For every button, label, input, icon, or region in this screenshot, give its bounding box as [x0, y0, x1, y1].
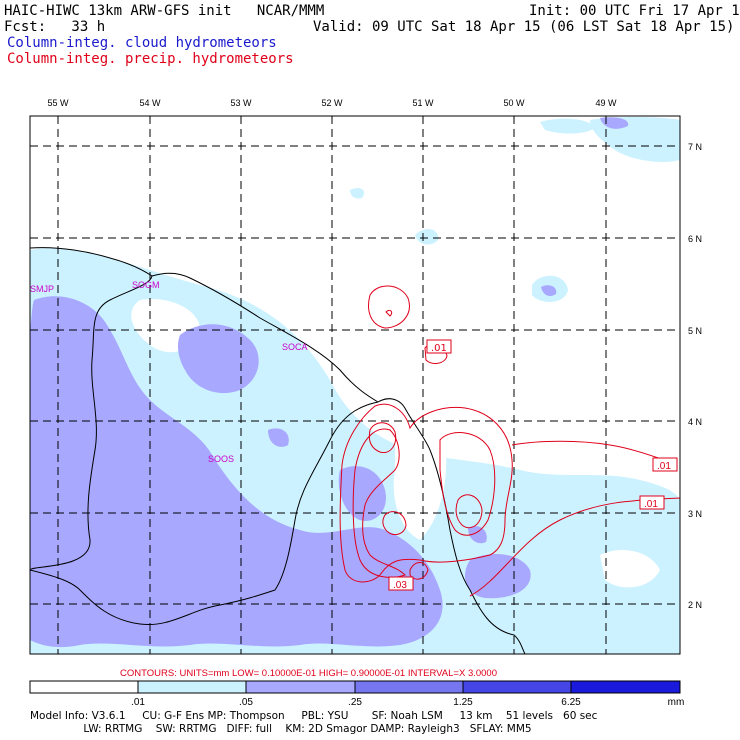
- station-label-soos: SOOS: [208, 454, 234, 464]
- cloud-medium-area: [468, 525, 487, 544]
- colorbar-tick: .01: [131, 697, 145, 708]
- lon-label: 50 W: [503, 98, 525, 108]
- forecast-hour: Fcst: 33 h: [4, 19, 106, 35]
- lat-lon-grid: [30, 116, 680, 654]
- contour-label: .01: [657, 461, 671, 472]
- cloud-light-area: [350, 187, 365, 199]
- contour-label: .01: [644, 499, 658, 510]
- lon-label: 54 W: [139, 98, 161, 108]
- colorbar-tick: 1.25: [453, 697, 473, 708]
- cloud-medium-area: [600, 117, 629, 129]
- cloud-medium-area: [177, 324, 259, 394]
- lat-label: 2 N: [688, 600, 702, 610]
- contour-label: .01: [431, 343, 447, 354]
- station-labels: SMJP SOGM SOCA SOOS: [30, 280, 308, 464]
- cloud-medium-area: [268, 428, 289, 447]
- lat-label: 4 N: [688, 417, 702, 427]
- cloud-gap: [393, 399, 447, 540]
- lat-label: 5 N: [688, 326, 702, 336]
- cloud-light-area: [540, 118, 595, 134]
- lon-label: 53 W: [230, 98, 252, 108]
- lon-label: 52 W: [321, 98, 343, 108]
- cloud-medium-area: [541, 285, 557, 296]
- station-label-smjp: SMJP: [30, 284, 54, 294]
- latitude-labels: 7 N 6 N 5 N 4 N 3 N 2 N: [688, 142, 702, 610]
- coastline: [30, 247, 526, 654]
- lat-label: 7 N: [688, 142, 702, 152]
- station-label-sogm: SOGM: [132, 280, 160, 290]
- longitude-labels: 55 W 54 W 53 W 52 W 51 W 50 W 49 W: [47, 98, 617, 108]
- lat-label: 3 N: [688, 509, 702, 519]
- cloud-light-area: [415, 228, 439, 245]
- contour-labels: .01 .01 .01 .03: [388, 339, 678, 591]
- station-label-soca: SOCA: [282, 342, 308, 352]
- contour-label: .03: [393, 580, 407, 591]
- colorbar-tick: .05: [239, 697, 253, 708]
- valid-time: Valid: 09 UTC Sat 18 Apr 15 (06 LST Sat …: [313, 19, 735, 35]
- model-info-line1: Model Info: V3.6.1 CU: G-F Ens MP: Thomp…: [30, 710, 598, 722]
- lat-label: 6 N: [688, 234, 702, 244]
- init-time: Init: 00 UTC Fri 17 Apr 15: [529, 3, 740, 19]
- cloud-gap: [600, 550, 660, 588]
- cloud-medium-area: [30, 296, 443, 648]
- cloud-medium-area: [338, 466, 386, 521]
- map-frame: [29, 115, 681, 655]
- precip-field-label: Column-integ. precip. hydrometeors: [7, 51, 294, 67]
- lon-label: 49 W: [595, 98, 617, 108]
- model-info-line2: LW: RRTMG SW: RRTMG DIFF: full KM: 2D Sm…: [30, 723, 532, 735]
- colorbar-ticks: .01 .05 .25 1.25 6.25 mm: [131, 697, 684, 708]
- lon-label: 51 W: [412, 98, 434, 108]
- precip-contours: [339, 285, 680, 597]
- contour-info: CONTOURS: UNITS=mm LOW= 0.10000E-01 HIGH…: [120, 668, 497, 679]
- lon-label: 55 W: [47, 98, 69, 108]
- colorbar-unit: mm: [668, 697, 685, 708]
- colorbar-tick: 6.25: [561, 697, 581, 708]
- colorbar-tick: .25: [348, 697, 362, 708]
- cloud-field-label: Column-integ. cloud hydrometeors: [7, 35, 277, 51]
- map-title: HAIC-HIWC 13km ARW-GFS init NCAR/MMM: [4, 3, 325, 19]
- colorbar: [29, 680, 681, 694]
